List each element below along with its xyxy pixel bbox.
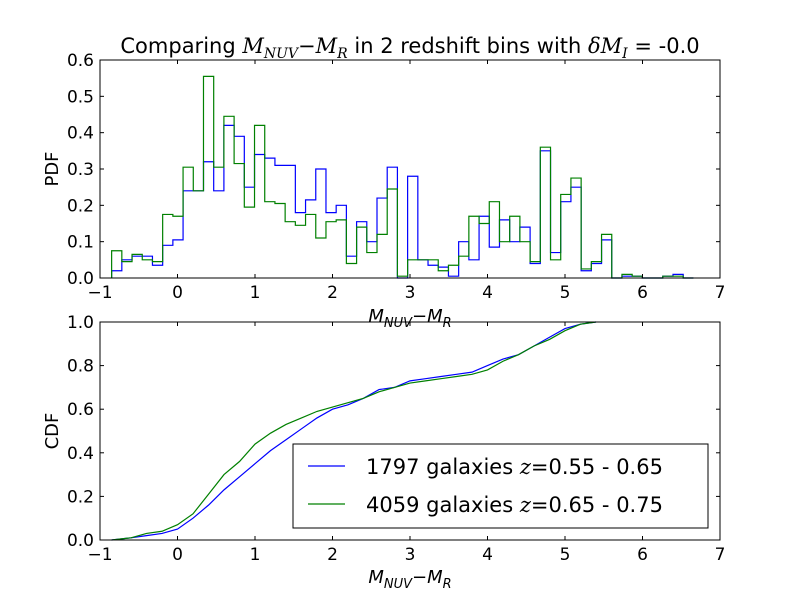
cdf-x-tick-label: 1 — [250, 545, 261, 565]
cdf-x-tick-label: 6 — [637, 545, 648, 565]
pdf-x-tick-label: 5 — [560, 283, 571, 303]
legend-entry-blue: 1797 galaxies z=0.55 - 0.65 — [366, 455, 663, 479]
pdf-x-tick-label: 2 — [327, 283, 338, 303]
pdf-y-tick-label: 0.0 — [67, 269, 94, 289]
pdf-x-tick-label: 0 — [172, 283, 183, 303]
pdf-y-tick-label: 0.1 — [67, 233, 94, 253]
cdf-x-tick-label: 4 — [482, 545, 493, 565]
cdf-series-group — [111, 321, 597, 541]
pdf-x-tick-label: 4 — [482, 283, 493, 303]
cdf-x-tick-label: 2 — [327, 545, 338, 565]
pdf-x-tick-label: 1 — [250, 283, 261, 303]
cdf-x-tick-label: 5 — [560, 545, 571, 565]
pdf-y-tick-label: 0.5 — [67, 87, 94, 107]
pdf-panel: −1 0 1 2 3 4 5 6 70.00.10.20.30.40.50.6 PDF MNUV… — [42, 51, 725, 331]
cdf-x-tick-label: 0 — [172, 545, 183, 565]
pdf-x-tick-label: −1 — [87, 283, 112, 303]
cdf-y-tick-label: 0.8 — [67, 357, 94, 377]
pdf-y-tick-label: 0.4 — [67, 124, 94, 144]
cdf-x-tick-label: −1 — [87, 545, 112, 565]
cdf-x-tick-label: 7 — [715, 545, 726, 565]
cdf-y-tick-label: 0.4 — [67, 444, 94, 464]
cdf-x-axis-label: MNUV−MR — [368, 567, 451, 592]
pdf-y-axis-label: PDF — [42, 151, 63, 186]
cdf-y-tick-label: 0.2 — [67, 487, 94, 507]
pdf-y-tick-label: 0.6 — [67, 51, 94, 71]
cdf-ticks: −1 0 1 2 3 4 5 6 7 0.0 0.2 0.4 0.6 0.8 1.0 — [67, 313, 725, 565]
cdf-x-tick-label: 3 — [405, 545, 416, 565]
pdf-ticks: −1 0 1 2 3 4 5 6 7 0.0 0.1 0.2 0.3 0.4 0.5 0.6 — [67, 51, 725, 303]
pdf-x-tick-label: 6 — [637, 283, 648, 303]
pdf-x-tick-label: 7 — [715, 283, 726, 303]
pdf-y-tick-label: 0.3 — [67, 160, 94, 180]
pdf-y-tick-label: 0.2 — [67, 196, 94, 216]
cdf-line-green — [111, 321, 597, 541]
legend-box — [292, 443, 709, 529]
cdf-y-tick-label: 0.6 — [67, 400, 94, 420]
chart-title: Comparing MNUV−MR in 2 redshift bins wit… — [120, 34, 699, 62]
pdf-histogram-green — [111, 75, 694, 279]
pdf-x-tick-label: 3 — [405, 283, 416, 303]
cdf-y-tick-label: 0.0 — [67, 531, 94, 551]
cdf-y-axis-label: CDF — [42, 413, 63, 450]
legend-entry-green: 4059 galaxies z=0.65 - 0.75 — [366, 493, 663, 517]
cdf-y-tick-label: 1.0 — [67, 313, 94, 333]
cdf-legend: 1797 galaxies z=0.55 - 0.65 4059 galaxie… — [292, 443, 709, 529]
cdf-panel: −1 0 1 2 3 4 5 6 7 0.0 0.2 0.4 0.6 0.8 1.0 CDF MNUV−MR… — [42, 313, 725, 592]
